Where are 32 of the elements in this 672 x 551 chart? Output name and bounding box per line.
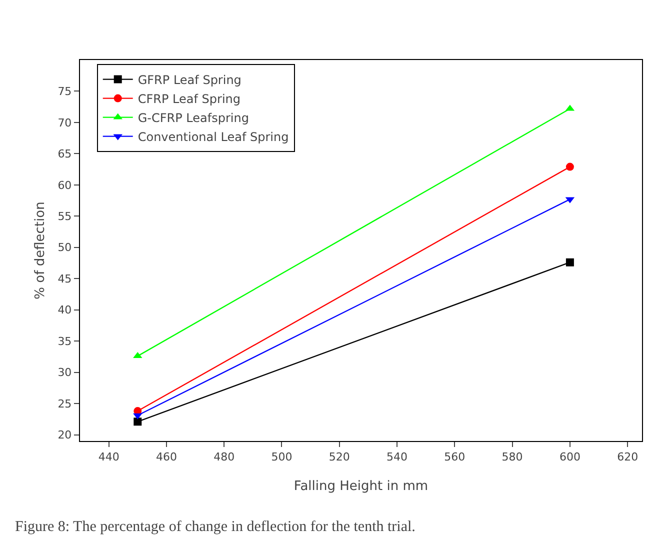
y-tick-label: 25 xyxy=(58,397,72,410)
caption: Figure 8: The percentage of change in deflection for the tenth trial. xyxy=(15,519,416,535)
x-tick-label: 540 xyxy=(386,450,408,464)
y-tick-label: 55 xyxy=(58,210,72,223)
y-tick-label: 30 xyxy=(58,366,72,380)
x-axis-title: Falling Height in mm xyxy=(294,479,428,494)
x-tick-label: 560 xyxy=(444,450,466,464)
x-tick-label: 600 xyxy=(559,450,580,464)
point xyxy=(566,162,574,171)
x-tick-label: 500 xyxy=(271,450,292,464)
y-tick-label: 45 xyxy=(58,272,72,286)
y-tick-label: 60 xyxy=(58,178,72,192)
x-tick-label: 580 xyxy=(502,450,523,464)
y-axis-title: % of deflection xyxy=(32,202,48,300)
y-tick-label: 20 xyxy=(58,428,72,442)
legend-label: CFRP Leaf Spring xyxy=(138,92,241,106)
y-tick-label: 50 xyxy=(58,241,72,254)
point xyxy=(566,258,574,266)
x-tick-label: 520 xyxy=(328,450,350,464)
point xyxy=(134,418,142,426)
y-tick-label: 65 xyxy=(58,148,72,161)
y-tick-label: 40 xyxy=(58,304,72,317)
y-tick-label: 35 xyxy=(58,334,72,348)
x-tick-label: 440 xyxy=(98,450,120,464)
x-tick-label: 460 xyxy=(156,450,177,464)
x-tick-label: 480 xyxy=(214,450,235,464)
legend-label: Conventional Leaf Spring xyxy=(138,130,289,144)
y-tick-label: 70 xyxy=(58,116,72,130)
legend-label: GFRP Leaf Spring xyxy=(138,72,242,87)
x-tick-label: 620 xyxy=(617,450,638,464)
y-tick-label: 75 xyxy=(58,85,72,98)
legend-label: G-CFRP Leafspring xyxy=(138,110,249,125)
